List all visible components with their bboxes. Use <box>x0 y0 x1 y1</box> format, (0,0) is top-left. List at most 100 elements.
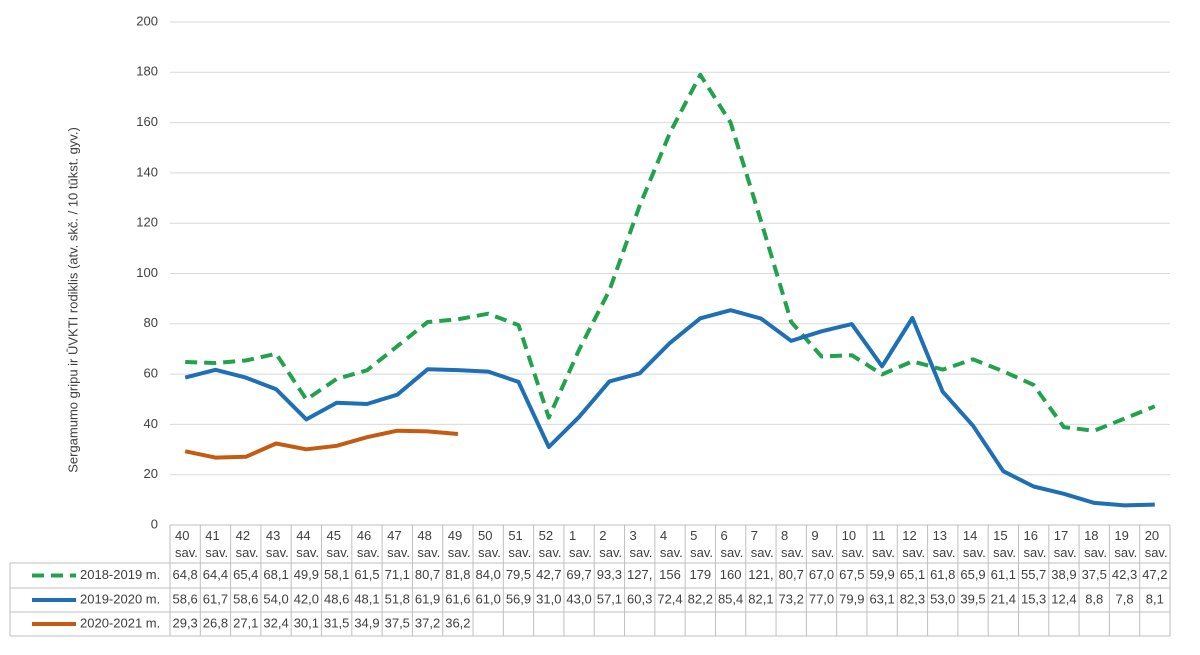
x-tick-label: 10 sav. <box>842 528 865 560</box>
x-tick-label: 5 sav. <box>690 528 713 560</box>
x-tick-label: 19 sav. <box>1114 528 1137 560</box>
data-label: 93,3 <box>597 567 622 582</box>
data-label: 38,9 <box>1051 567 1076 582</box>
x-tick-label: 2 sav. <box>599 528 622 560</box>
data-label: 82,1 <box>748 591 773 606</box>
data-label: 21,4 <box>991 591 1016 606</box>
x-tick-label: 43 sav. <box>266 528 289 560</box>
data-label: 48,1 <box>354 591 379 606</box>
data-label: 82,2 <box>688 591 713 606</box>
x-tick-label: 1 sav. <box>569 528 592 560</box>
data-label: 61,1 <box>991 567 1016 582</box>
x-tick-label: 6 sav. <box>720 528 743 560</box>
x-tick-label: 45 sav. <box>327 528 350 560</box>
data-label: 37,5 <box>385 615 410 630</box>
data-label: 61,5 <box>354 567 379 582</box>
data-label: 65,9 <box>960 567 985 582</box>
series-line <box>185 72 1156 433</box>
data-label: 77,0 <box>809 591 834 606</box>
data-label: 36,2 <box>445 615 470 630</box>
data-label: 61,0 <box>476 591 501 606</box>
y-tick-label: 0 <box>151 516 158 531</box>
data-label: 54,0 <box>263 591 288 606</box>
data-label: 79,5 <box>506 567 531 582</box>
y-tick-label: 40 <box>144 416 158 431</box>
y-axis-title: Sergamumo gripu ir ŪVKTI rodiklis (atv. … <box>65 127 80 473</box>
data-label: 43,0 <box>566 591 591 606</box>
data-label: 39,5 <box>960 591 985 606</box>
data-label: 179 <box>689 567 711 582</box>
y-tick-label: 120 <box>136 215 158 230</box>
data-label: 61,6 <box>445 591 470 606</box>
data-label: 8,8 <box>1085 591 1103 606</box>
x-tick-label: 7 sav. <box>751 528 774 560</box>
x-tick-label: 11 sav. <box>872 528 895 560</box>
data-label: 51,8 <box>385 591 410 606</box>
x-tick-label: 8 sav. <box>781 528 804 560</box>
x-tick-label: 14 sav. <box>963 528 986 560</box>
x-tick-label: 44 sav. <box>296 528 319 560</box>
data-label: 58,6 <box>233 591 258 606</box>
data-label: 121, <box>748 567 773 582</box>
data-label: 73,2 <box>779 591 804 606</box>
data-label: 31,0 <box>536 591 561 606</box>
data-label: 37,5 <box>1082 567 1107 582</box>
x-tick-label: 20 sav. <box>1145 528 1168 560</box>
data-label: 65,1 <box>900 567 925 582</box>
data-label: 42,0 <box>294 591 319 606</box>
data-label: 15,3 <box>1021 591 1046 606</box>
data-label: 65,4 <box>233 567 258 582</box>
x-tick-label: 42 sav. <box>236 528 259 560</box>
data-label: 68,1 <box>263 567 288 582</box>
data-label: 61,9 <box>415 591 440 606</box>
data-label: 31,5 <box>324 615 349 630</box>
data-label: 85,4 <box>718 591 743 606</box>
data-label: 80,7 <box>415 567 440 582</box>
x-tick-label: 9 sav. <box>811 528 834 560</box>
data-label: 58,1 <box>324 567 349 582</box>
data-label: 12,4 <box>1051 591 1076 606</box>
data-label: 55,7 <box>1021 567 1046 582</box>
y-tick-label: 100 <box>136 265 158 280</box>
x-tick-label: 12 sav. <box>902 528 925 560</box>
legend-label: 2018-2019 m. <box>80 567 160 582</box>
data-label: 57,1 <box>597 591 622 606</box>
series-line <box>184 428 459 460</box>
x-tick-label: 4 sav. <box>660 528 683 560</box>
data-label: 71,1 <box>385 567 410 582</box>
y-tick-label: 20 <box>144 466 158 481</box>
data-label: 127, <box>627 567 652 582</box>
x-tick-label: 3 sav. <box>630 528 653 560</box>
data-label: 79,9 <box>839 591 864 606</box>
y-tick-label: 160 <box>136 114 158 129</box>
data-label: 82,3 <box>900 591 925 606</box>
x-tick-label: 16 sav. <box>1023 528 1046 560</box>
data-label: 156 <box>659 567 681 582</box>
data-label: 42,7 <box>536 567 561 582</box>
data-label: 69,7 <box>566 567 591 582</box>
legend-label: 2020-2021 m. <box>80 615 160 630</box>
y-tick-label: 180 <box>136 64 158 79</box>
series-line <box>184 308 1155 508</box>
y-tick-label: 200 <box>136 13 158 28</box>
x-tick-label: 48 sav. <box>417 528 440 560</box>
data-label: 64,8 <box>172 567 197 582</box>
data-label: 61,7 <box>203 591 228 606</box>
x-tick-label: 50 sav. <box>478 528 501 560</box>
y-tick-label: 60 <box>144 366 158 381</box>
x-tick-label: 17 sav. <box>1054 528 1077 560</box>
data-label: 160 <box>720 567 742 582</box>
data-label: 48,6 <box>324 591 349 606</box>
data-label: 53,0 <box>930 591 955 606</box>
x-tick-label: 51 sav. <box>508 528 531 560</box>
data-label: 56,9 <box>506 591 531 606</box>
legend-label: 2019-2020 m. <box>80 591 160 606</box>
x-tick-label: 13 sav. <box>933 528 956 560</box>
x-tick-label: 47 sav. <box>387 528 410 560</box>
data-label: 67,0 <box>809 567 834 582</box>
y-tick-label: 140 <box>136 164 158 179</box>
data-label: 29,3 <box>172 615 197 630</box>
x-tick-label: 46 sav. <box>357 528 380 560</box>
data-label: 26,8 <box>203 615 228 630</box>
